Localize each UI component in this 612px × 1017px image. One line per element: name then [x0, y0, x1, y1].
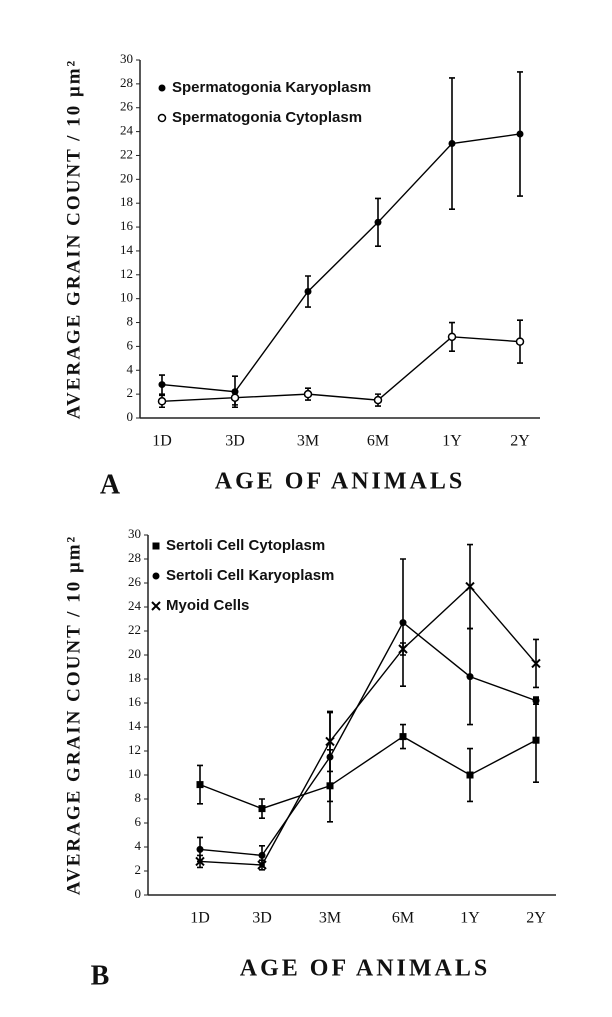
y-tick-label: 18	[120, 194, 133, 209]
x-tick-label: 2Y	[526, 910, 546, 927]
y-tick-label: 22	[120, 146, 133, 161]
y-tick-label: 8	[127, 314, 134, 329]
data-point	[516, 130, 524, 138]
legend-label: Myoid Cells	[166, 597, 249, 614]
y-axis-label: AVERAGE GRAIN COUNT / 10 μm²	[63, 59, 84, 420]
x-tick-label: 1D	[190, 910, 210, 927]
series-line	[161, 336, 521, 402]
x-tick-label: 6M	[367, 433, 389, 450]
x-tick-label: 3D	[252, 910, 272, 927]
y-tick-label: 10	[120, 290, 133, 305]
data-point	[399, 619, 407, 627]
legend-label: Sertoli Cell Karyoplasm	[166, 567, 334, 584]
y-tick-label: 6	[135, 814, 142, 829]
data-point	[531, 658, 541, 669]
y-tick-label: 16	[128, 694, 142, 709]
panel-label: A	[100, 469, 121, 500]
y-tick-label: 30	[120, 51, 133, 66]
data-point	[532, 736, 540, 744]
y-tick-label: 26	[128, 574, 142, 589]
legend-label: Spermatogonia Cytoplasm	[172, 109, 362, 126]
data-point	[465, 581, 475, 592]
series-line	[199, 621, 537, 857]
y-tick-label: 2	[135, 862, 142, 877]
y-tick-label: 0	[127, 409, 134, 424]
y-tick-label: 24	[128, 598, 142, 613]
series-line	[199, 585, 537, 866]
data-point	[373, 395, 383, 405]
data-point	[158, 381, 166, 389]
data-point	[258, 805, 266, 813]
y-tick-label: 22	[128, 622, 141, 637]
y-tick-label: 6	[127, 337, 134, 352]
y-tick-label: 18	[128, 670, 141, 685]
y-tick-label: 28	[128, 550, 141, 565]
data-point	[532, 697, 540, 705]
x-tick-label: 1Y	[460, 910, 480, 927]
x-tick-label: 3M	[319, 910, 341, 927]
legend-label: Spermatogonia Karyoplasm	[172, 79, 371, 96]
y-tick-label: 20	[128, 646, 141, 661]
legend-marker	[157, 113, 167, 123]
y-tick-label: 16	[120, 218, 134, 233]
data-point	[466, 673, 474, 681]
y-tick-label: 12	[128, 742, 141, 757]
y-tick-label: 14	[128, 718, 142, 733]
x-tick-label: 1D	[152, 433, 172, 450]
y-tick-label: 10	[128, 766, 141, 781]
series-line	[199, 735, 537, 810]
y-tick-label: 26	[120, 99, 134, 114]
x-tick-label: 3M	[297, 433, 319, 450]
y-axis-label: AVERAGE GRAIN COUNT / 10 μm²	[63, 535, 84, 896]
data-point	[157, 397, 167, 406]
y-tick-label: 4	[127, 361, 134, 376]
y-tick-label: 20	[120, 170, 133, 185]
data-point	[466, 771, 474, 779]
legend-marker	[152, 542, 160, 550]
data-point	[230, 393, 240, 402]
legend-marker	[152, 572, 160, 580]
x-axis-label: AGE OF ANIMALS	[240, 956, 490, 982]
x-tick-label: 2Y	[510, 433, 530, 450]
data-point	[258, 851, 266, 859]
data-point	[303, 389, 313, 399]
y-tick-label: 12	[120, 266, 133, 281]
x-axis-label: AGE OF ANIMALS	[215, 469, 465, 495]
data-point	[398, 644, 408, 654]
data-point	[195, 856, 205, 867]
y-tick-label: 4	[135, 838, 142, 853]
y-tick-label: 2	[127, 385, 134, 400]
data-point	[374, 218, 382, 226]
y-tick-label: 0	[135, 886, 142, 901]
data-point	[448, 140, 456, 148]
legend-label: Sertoli Cell Cytoplasm	[166, 537, 325, 554]
y-tick-label: 24	[120, 123, 134, 138]
y-tick-label: 30	[128, 526, 141, 541]
data-point	[515, 337, 525, 346]
x-tick-label: 1Y	[442, 433, 462, 450]
panel-label: B	[91, 960, 110, 991]
legend-marker	[151, 601, 161, 611]
data-point	[399, 733, 407, 741]
x-tick-label: 3D	[225, 433, 245, 450]
y-tick-label: 28	[120, 75, 133, 90]
data-point	[196, 781, 204, 789]
x-tick-label: 6M	[392, 910, 414, 927]
data-point	[304, 288, 312, 296]
data-point	[196, 845, 204, 853]
y-tick-label: 14	[120, 242, 134, 257]
series-line	[161, 133, 521, 393]
y-tick-label: 8	[135, 790, 142, 805]
legend-marker	[158, 84, 166, 92]
data-point	[257, 860, 267, 870]
data-point	[325, 736, 335, 747]
data-point	[447, 332, 457, 342]
